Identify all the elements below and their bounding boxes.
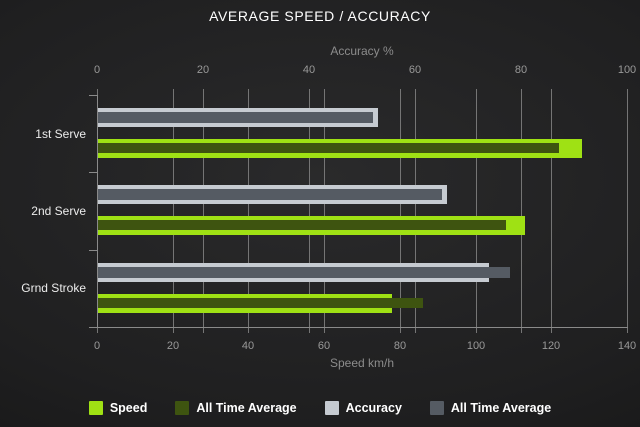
legend-swatch (175, 401, 190, 415)
legend-swatch (429, 401, 444, 415)
category-tick (89, 95, 97, 96)
gridline-accuracy-80 (521, 89, 522, 333)
legend: Speed All Time Average Accuracy All Time Av… (0, 395, 640, 421)
bottom-tick-label: 60 (317, 340, 331, 352)
category-tick (89, 327, 97, 328)
bottom-tick-label: 80 (393, 340, 407, 352)
plot-area (97, 89, 628, 333)
top-tick-label: 20 (196, 64, 210, 76)
gridline-speed-100 (476, 89, 477, 333)
gridline-speed-40 (248, 89, 249, 333)
legend-item-accuracy-all_time_average[interactable]: All Time Average (429, 401, 552, 415)
category-label: 1st Serve (35, 127, 86, 141)
legend-item-speed-all_time_average[interactable]: All Time Average (175, 401, 297, 415)
gridline-speed-60 (324, 89, 325, 333)
legend-label: All Time Average (450, 401, 552, 415)
category-axis-line (97, 95, 98, 327)
bottom-tick-label: 140 (617, 340, 637, 352)
speed-axis-line (97, 327, 628, 328)
gridline-accuracy-20 (203, 89, 204, 333)
top-tick-label: 80 (514, 64, 528, 76)
bar-accuracy-average[interactable] (97, 267, 510, 278)
category-tick (89, 250, 97, 251)
top-tick-label: 0 (93, 64, 101, 76)
category-label: Grnd Stroke (21, 281, 86, 295)
category-tick (89, 172, 97, 173)
top-tick-label: 40 (302, 64, 316, 76)
legend-label: Accuracy (345, 401, 402, 415)
bar-speed-average[interactable] (97, 220, 506, 230)
top-tick-label: 60 (408, 64, 422, 76)
bar-accuracy-average[interactable] (97, 189, 442, 200)
top-axis-title: Accuracy % (330, 44, 394, 58)
legend-swatch (88, 401, 103, 415)
gridline-accuracy-60 (415, 89, 416, 333)
top-tick-label: 100 (617, 64, 637, 76)
category-label: 2nd Serve (31, 204, 86, 218)
legend-item-speed-current[interactable]: Speed (88, 401, 148, 415)
bottom-tick-label: 100 (466, 340, 486, 352)
bottom-axis-title: Speed km/h (329, 356, 395, 370)
gridline-speed-120 (551, 89, 552, 333)
bottom-tick-label: 0 (93, 340, 101, 352)
gridline-accuracy-40 (309, 89, 310, 333)
gridline-speed-80 (400, 89, 401, 333)
bar-speed-average[interactable] (97, 298, 423, 308)
bottom-tick-label: 40 (241, 340, 255, 352)
bar-accuracy-average[interactable] (97, 112, 373, 123)
bottom-tick-label: 120 (541, 340, 561, 352)
gridline-accuracy-100 (627, 89, 628, 333)
legend-label: All Time Average (196, 401, 297, 415)
legend-swatch (324, 401, 339, 415)
bottom-tick-label: 20 (166, 340, 180, 352)
gridline-speed-20 (173, 89, 174, 333)
bar-speed-average[interactable] (97, 143, 559, 153)
chart-title: AVERAGE SPEED / ACCURACY (209, 8, 431, 24)
legend-label: Speed (109, 401, 148, 415)
legend-item-accuracy-current[interactable]: Accuracy (324, 401, 402, 415)
